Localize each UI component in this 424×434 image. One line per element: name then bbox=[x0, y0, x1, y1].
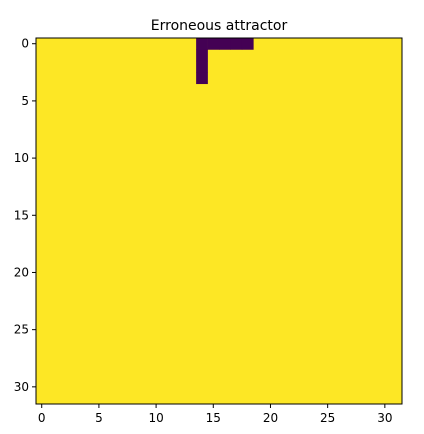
heatmap-cell bbox=[196, 49, 208, 62]
y-axis-ticks: 0 5 10 15 20 25 30 bbox=[14, 37, 36, 394]
y-tick-label: 30 bbox=[14, 380, 29, 394]
y-tick-label: 20 bbox=[14, 265, 29, 279]
heatmap-cell bbox=[241, 38, 254, 50]
x-tick-label: 30 bbox=[377, 411, 392, 425]
plot-frame bbox=[35, 37, 403, 405]
y-tick-label: 10 bbox=[14, 151, 29, 165]
heatmap-background bbox=[36, 38, 402, 404]
heatmap-cell bbox=[207, 38, 220, 50]
x-tick-label: 5 bbox=[95, 411, 103, 425]
heatmap-cell bbox=[230, 38, 243, 50]
heatmap-cells bbox=[36, 38, 402, 404]
x-tick-label: 20 bbox=[263, 411, 278, 425]
heatmap-cell bbox=[196, 60, 208, 73]
y-tick-label: 0 bbox=[21, 37, 29, 51]
x-axis-ticks: 0 5 10 15 20 25 30 bbox=[38, 404, 392, 425]
x-tick-label: 10 bbox=[148, 411, 163, 425]
heatmap-cell bbox=[219, 38, 231, 50]
x-tick-label: 15 bbox=[206, 411, 221, 425]
x-tick-label: 25 bbox=[320, 411, 335, 425]
chart-title: Erroneous attractor bbox=[151, 18, 288, 34]
y-tick-label: 15 bbox=[14, 208, 29, 222]
x-tick-label: 0 bbox=[38, 411, 46, 425]
heatmap-cell bbox=[196, 72, 208, 85]
y-tick-label: 25 bbox=[14, 323, 29, 337]
heatmap-cell bbox=[196, 38, 208, 50]
y-tick-label: 5 bbox=[21, 94, 29, 108]
